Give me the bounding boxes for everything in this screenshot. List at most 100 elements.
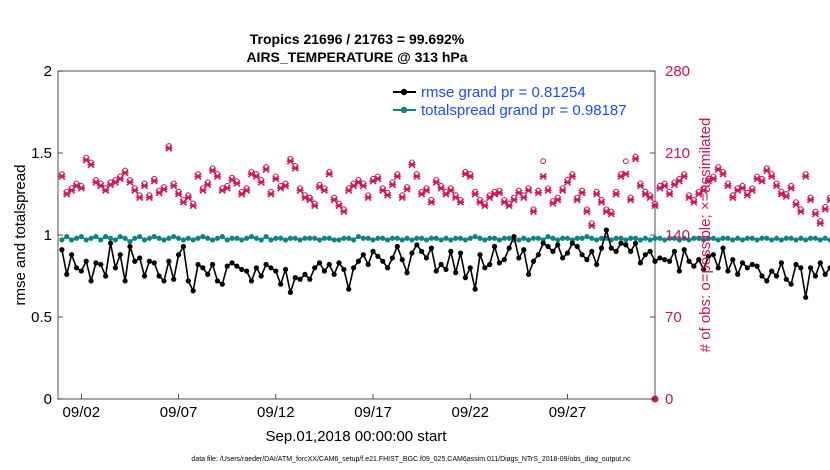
obs-assimilated-point xyxy=(77,184,85,192)
obs-assimilated-point xyxy=(476,198,484,206)
left-tick-label: 2 xyxy=(44,63,52,80)
totalspread-point xyxy=(506,235,512,241)
rmse-point xyxy=(594,261,600,268)
rmse-point xyxy=(696,257,702,263)
obs-assimilated-point xyxy=(661,182,669,190)
totalspread-point xyxy=(190,237,196,243)
obs-assimilated-point xyxy=(636,182,644,190)
obs-assimilated-point xyxy=(782,192,790,200)
rmse-point xyxy=(268,265,274,271)
rmse-point xyxy=(190,288,196,294)
left-tick-label: 0.5 xyxy=(31,309,52,326)
rmse-point xyxy=(496,260,503,266)
right-tick-label: 280 xyxy=(665,63,690,80)
totalspread-point xyxy=(647,237,653,243)
obs-assimilated-point xyxy=(213,172,222,180)
rmse-point xyxy=(214,278,221,284)
rmse-point xyxy=(759,273,765,279)
totalspread-point xyxy=(234,235,240,241)
rmse-point xyxy=(258,273,264,279)
totalspread-point xyxy=(530,235,537,241)
obs-assimilated-point xyxy=(447,186,455,195)
obs-assimilated-point xyxy=(500,198,508,206)
rmse-point xyxy=(443,266,449,273)
rmse-point xyxy=(229,260,235,266)
rmse-point xyxy=(151,260,157,266)
rmse-point xyxy=(433,268,439,274)
totalspread-point xyxy=(282,237,289,243)
obs-assimilated-point xyxy=(388,181,397,189)
rmse-point xyxy=(404,270,410,276)
rmse-point xyxy=(375,253,381,259)
totalspread-point xyxy=(696,235,702,241)
rmse-point xyxy=(511,234,517,240)
rmse-point xyxy=(647,248,653,254)
obs-assimilated-point xyxy=(719,170,727,178)
obs-assimilated-point xyxy=(811,210,819,218)
obs-assimilated-point xyxy=(544,186,552,195)
obs-assimilated-point xyxy=(286,157,294,165)
rmse-point xyxy=(297,276,303,282)
totalspread-point xyxy=(482,237,488,243)
rmse-point xyxy=(798,265,804,271)
rmse-point xyxy=(307,276,313,282)
obs-assimilated-point xyxy=(189,202,197,210)
rmse-point xyxy=(365,261,371,268)
obs-assimilated-point xyxy=(209,167,217,175)
legend-label-rmse: rmse grand pr = 0.81254 xyxy=(421,84,586,101)
legend-marker-totalspread xyxy=(400,106,408,114)
rmse-point xyxy=(248,278,255,284)
chart-title: Tropics 21696 / 21763 = 99.692% xyxy=(250,31,465,47)
totalspread-point xyxy=(98,237,104,243)
totalspread-point xyxy=(783,235,789,241)
totalspread-point xyxy=(355,234,362,240)
rmse-point xyxy=(171,276,177,282)
totalspread-point xyxy=(107,235,114,241)
rmse-point xyxy=(355,258,362,264)
totalspread-point xyxy=(336,237,342,243)
totalspread-point xyxy=(701,237,707,243)
totalspread-point xyxy=(594,237,600,243)
totalspread-point xyxy=(666,235,673,241)
totalspread-point xyxy=(195,235,201,241)
totalspread-point xyxy=(807,235,814,241)
rmse-point xyxy=(205,271,211,277)
rmse-point xyxy=(584,257,590,263)
obs-assimilated-point xyxy=(525,186,533,195)
totalspread-point xyxy=(146,235,152,241)
rmse-point xyxy=(632,240,639,246)
rmse-point xyxy=(652,258,658,264)
totalspread-point xyxy=(93,234,99,240)
totalspread-point xyxy=(200,234,206,240)
obs-assimilated-point xyxy=(593,190,601,198)
rmse-point xyxy=(618,240,624,246)
rmse-point xyxy=(414,242,420,248)
rmse-point xyxy=(720,245,726,251)
totalspread-point xyxy=(360,235,366,241)
totalspread-point xyxy=(525,237,532,243)
obs-assimilated-point xyxy=(175,190,183,198)
rmse-point xyxy=(482,265,488,271)
totalspread-point xyxy=(385,237,391,243)
totalspread-point xyxy=(555,237,561,243)
rmse-point xyxy=(93,260,99,266)
totalspread-point xyxy=(263,234,269,240)
totalspread-point xyxy=(584,234,590,240)
totalspread-point xyxy=(681,235,687,241)
rmse-point xyxy=(579,252,585,258)
totalspread-point xyxy=(496,237,503,243)
totalspread-point xyxy=(637,237,644,243)
obs-assimilated-point xyxy=(559,186,567,195)
rmse-point xyxy=(457,250,464,256)
obs-assimilated-point xyxy=(627,196,635,204)
obs-assimilated-point xyxy=(495,189,503,197)
y-axis-label-right: # of obs: o=possible; ×=assimilated xyxy=(697,118,714,353)
totalspread-point xyxy=(676,237,682,243)
totalspread-point xyxy=(642,235,648,241)
rmse-point xyxy=(506,245,512,251)
totalspread-point xyxy=(744,235,750,241)
totalspread-point xyxy=(273,235,279,241)
obs-assimilated-point xyxy=(563,178,572,186)
totalspread-point xyxy=(725,235,731,241)
obs-assimilated-point xyxy=(724,182,732,190)
